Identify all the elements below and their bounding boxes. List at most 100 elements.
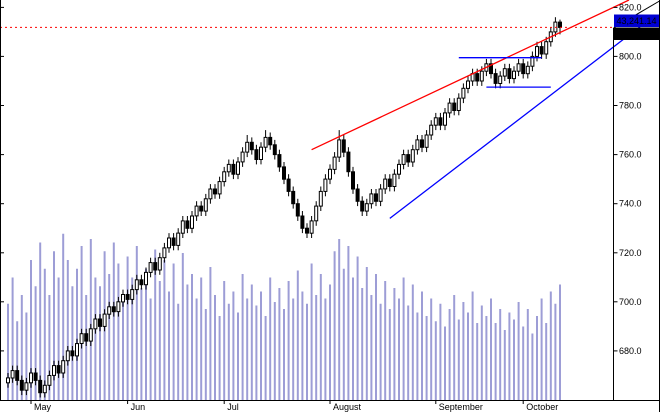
volume-bar [158, 281, 161, 400]
candle-body-down [231, 163, 236, 175]
volume-bar [241, 274, 244, 400]
volume-bar [315, 295, 318, 400]
volume-bar [246, 298, 249, 400]
support-trendline [389, 23, 644, 219]
candle-body-down [438, 117, 443, 126]
volume-bar [416, 312, 419, 400]
candle-body-up [309, 220, 314, 234]
candle-body-up [47, 375, 52, 386]
candle-body-up [79, 333, 84, 345]
volume-bar [485, 316, 488, 400]
value-badge-text: 43,241.14 [616, 16, 656, 26]
candle-body-down [341, 139, 346, 153]
candle-body-up [535, 46, 539, 57]
candle-body-down [171, 237, 176, 246]
volume-bar [531, 333, 534, 400]
candle-body-down [268, 136, 273, 146]
candle-body-up [75, 343, 79, 357]
axis-ticks-and-labels: 820.0 800.0 780.0 760.0 740.0 720.0 700.0 680.0… [0, 2, 642, 412]
candle-body-down [185, 220, 190, 229]
volume-bar [135, 246, 138, 400]
volume-bar [204, 309, 207, 400]
volume-bar [554, 303, 557, 400]
trendline-overlays [0, 0, 644, 219]
volume-bar [163, 260, 166, 400]
volume-bar [223, 281, 226, 400]
volume-bar [237, 312, 239, 400]
volume-bar [480, 305, 483, 400]
volume-bar [108, 274, 111, 400]
y-axis-label: 680.0 [619, 346, 642, 356]
candle-body-up [162, 247, 167, 259]
volume-bar [34, 286, 37, 400]
candle-body-down [300, 215, 305, 229]
candle-body-up [502, 68, 507, 77]
volume-bar [457, 319, 460, 400]
resistance-trendline [311, 0, 630, 151]
candle-body-up [498, 75, 503, 84]
candle-body-up [10, 370, 15, 379]
candle-body-up [203, 198, 208, 212]
candle-body-down [360, 200, 365, 212]
volume-bar [356, 256, 359, 400]
candle-body-up [328, 168, 332, 180]
quote-badges: 43,241.14 811.85 [614, 14, 659, 40]
candle-body-up [443, 112, 447, 126]
candle-body-down [254, 149, 259, 160]
volume-bar [126, 256, 129, 400]
volume-bar [131, 277, 134, 400]
candle-body-up [544, 41, 549, 55]
volume-bar [375, 274, 377, 400]
candle-body-down [33, 372, 38, 381]
candle-body-up [107, 306, 112, 315]
volume-bar [85, 295, 88, 400]
volume-bar [476, 323, 479, 400]
candle-body-down [213, 188, 217, 195]
volume-bar [517, 302, 520, 400]
value-badge [614, 14, 659, 27]
y-axis-label: 700.0 [619, 297, 642, 307]
candle-body-up [479, 70, 484, 82]
volume-bar [89, 239, 92, 400]
volume-bar [467, 312, 469, 400]
volume-bar [370, 295, 373, 400]
volume-bar [112, 242, 115, 400]
volume-bar [99, 286, 101, 400]
candle-body-up [102, 313, 107, 327]
volume-bar [393, 288, 396, 400]
volume-bar [296, 270, 299, 400]
candle-body-up [516, 63, 521, 72]
candle-body-up [466, 80, 470, 89]
candle-body-up [392, 173, 397, 187]
candle-body-down [111, 306, 116, 313]
volume-bar [168, 291, 170, 400]
candle-body-down [38, 379, 43, 394]
candle-body-up [318, 190, 323, 207]
volume-bar [140, 288, 143, 400]
candle-body-up [337, 139, 342, 158]
volume-bar [191, 274, 193, 400]
volume-bar [490, 298, 492, 400]
candle-body-up [236, 161, 240, 175]
volume-bar [48, 295, 51, 400]
candle-body-down [346, 151, 351, 173]
candle-body-up [525, 65, 530, 75]
volume-bar [499, 309, 502, 400]
volume-bar [324, 298, 327, 400]
volume-bar [494, 323, 497, 400]
candle-body-down [19, 379, 24, 391]
candle-body-down [15, 370, 20, 381]
volume-bar [421, 291, 423, 400]
volume-bar [181, 253, 184, 400]
volume-bar [200, 277, 203, 400]
candle-body-down [493, 73, 498, 84]
volume-bar [503, 330, 506, 400]
candle-body-down [387, 178, 392, 188]
candle-body-down [521, 63, 526, 75]
candle-body-up [208, 188, 213, 200]
volume-bar [388, 309, 391, 400]
candle-body-down [56, 365, 61, 374]
volume-bar [177, 303, 180, 400]
volume-bar [319, 274, 322, 400]
volume-bar [347, 246, 350, 400]
